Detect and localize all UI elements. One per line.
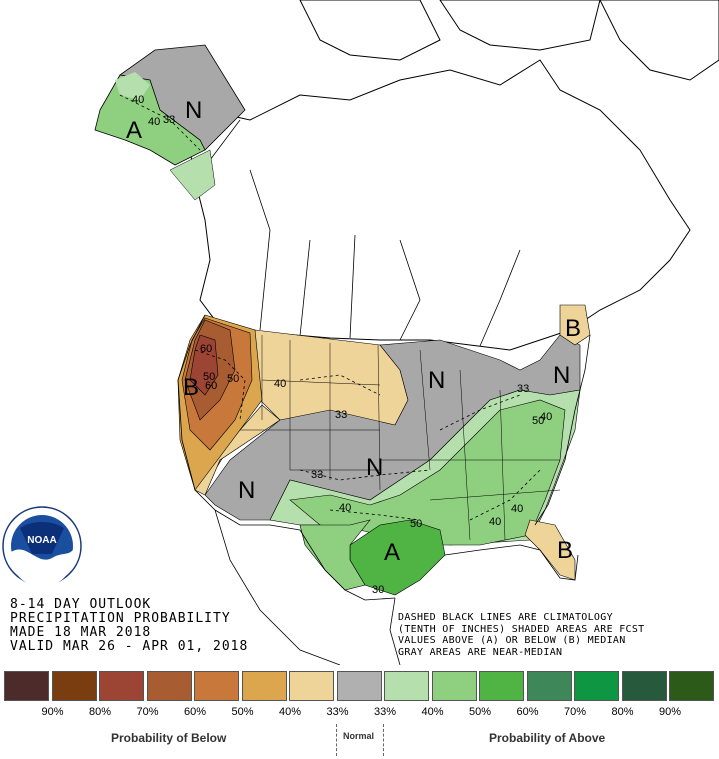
legend-swatch	[431, 671, 477, 701]
legend-swatch	[574, 671, 619, 701]
noaa-logo: NOAA	[2, 506, 82, 587]
contour-value: 50	[203, 371, 215, 383]
region-letter: B	[557, 537, 573, 564]
state-lines	[240, 335, 561, 541]
normal-divider-left	[336, 724, 337, 756]
contour-value: 33	[517, 383, 529, 395]
probability-legend	[4, 671, 717, 701]
legend-tick-label: 80%	[88, 706, 112, 718]
climatology-contours	[119, 94, 541, 521]
title-line: PRECIPITATION PROBABILITY	[10, 611, 231, 626]
precipitation-outlook-map: N A B N N N N B A B 40 40 33 60 50 60 50…	[2, 0, 719, 665]
legend-tick-label: 80%	[611, 706, 634, 718]
region-letter: N	[238, 477, 255, 504]
coastlines	[177, 314, 591, 665]
legend-swatch	[669, 671, 714, 701]
contour-value: 60	[205, 380, 217, 392]
legend-tick-label: 40%	[278, 706, 302, 718]
region-letter: A	[384, 539, 400, 566]
legend-swatch	[526, 671, 572, 701]
legend-swatch	[4, 671, 49, 701]
title-line: VALID MAR 26 - APR 01, 2018	[10, 639, 249, 654]
legend-swatch	[51, 671, 97, 701]
normal-caption: Normal	[343, 731, 375, 741]
legend-swatch	[241, 671, 287, 701]
contour-value: 40	[339, 502, 351, 514]
above-caption: Probability of Above	[489, 731, 606, 745]
region-letter: B	[565, 315, 581, 342]
legend-swatch	[621, 671, 667, 701]
province-lines	[209, 119, 521, 347]
legend-swatch	[336, 671, 382, 701]
alaska-region	[94, 44, 246, 201]
contour-value: 40	[489, 516, 501, 528]
contour-value: 50	[532, 415, 544, 427]
legend-tick-label: 33%	[326, 706, 349, 718]
legend-tick-label: 33%	[373, 706, 397, 718]
contour-value: 40	[148, 116, 160, 128]
canada-landmass	[189, 0, 719, 351]
region-letter: B	[183, 374, 199, 401]
us-regions	[177, 304, 591, 596]
legend-tick-label: 50%	[231, 706, 254, 718]
legend-tick-label: 90%	[41, 706, 64, 718]
legend-tick-label: 60%	[183, 706, 207, 718]
region-letters: N A B N N N N B A B	[126, 97, 581, 566]
region-letter: N	[366, 454, 383, 481]
note-line: DASHED BLACK LINES ARE CLIMATOLOGY	[398, 612, 613, 623]
legend-tick-label: 50%	[468, 706, 492, 718]
region-letter: N	[428, 367, 445, 394]
legend-swatch	[146, 671, 192, 701]
contour-value: 40	[274, 378, 286, 390]
below-caption: Probability of Below	[111, 731, 227, 745]
contour-value: 30	[372, 584, 384, 596]
normal-divider-right	[383, 724, 384, 756]
region-letter: A	[126, 117, 142, 144]
legend-swatch	[384, 671, 429, 701]
contour-value: 33	[335, 409, 347, 421]
region-letter: N	[553, 362, 570, 389]
contour-value: 40	[132, 94, 144, 106]
note-line: VALUES ABOVE (A) OR BELOW (B) MEDIAN	[398, 635, 626, 646]
noaa-logo-text: NOAA	[27, 535, 56, 546]
contour-value: 40	[540, 411, 552, 423]
legend-swatch	[289, 671, 334, 701]
legend-tick-label: 90%	[658, 706, 682, 718]
note-line: (TENTH OF INCHES) SHADED AREAS ARE FCST	[398, 623, 645, 635]
contour-value: 40	[511, 503, 523, 515]
legend-tick-label: 60%	[516, 706, 539, 718]
legend-tick-label: 40%	[421, 706, 444, 718]
contour-value: 33	[163, 114, 175, 126]
legend-tick-labels: 90% 80% 70% 60% 50% 40% 33% 33% 40% 50% 60% 70% 80% 9…	[4, 706, 718, 720]
legend-tick-label: 70%	[136, 706, 159, 718]
note-line: GRAY AREAS ARE NEAR-MEDIAN	[398, 646, 563, 658]
legend-swatch	[99, 671, 144, 701]
map-notes: DASHED BLACK LINES ARE CLIMATOLOGY (TENT…	[398, 612, 718, 658]
contour-values: 40 40 33 60 50 60 50 40 33 33 33 40 50 4…	[132, 94, 552, 596]
legend-swatch	[194, 671, 239, 701]
region-letter: N	[185, 97, 202, 124]
contour-value: 50	[227, 373, 239, 385]
legend-tick-label: 70%	[563, 706, 587, 718]
title-line: MADE 18 MAR 2018	[10, 625, 152, 640]
title-line: 8-14 DAY OUTLOOK	[10, 597, 152, 612]
outlook-title-block: 8-14 DAY OUTLOOK PRECIPITATION PROBABILI…	[10, 598, 248, 654]
legend-swatch	[479, 671, 524, 701]
contour-value: 50	[410, 518, 422, 530]
contour-value: 33	[311, 469, 323, 481]
contour-value: 60	[200, 343, 212, 355]
